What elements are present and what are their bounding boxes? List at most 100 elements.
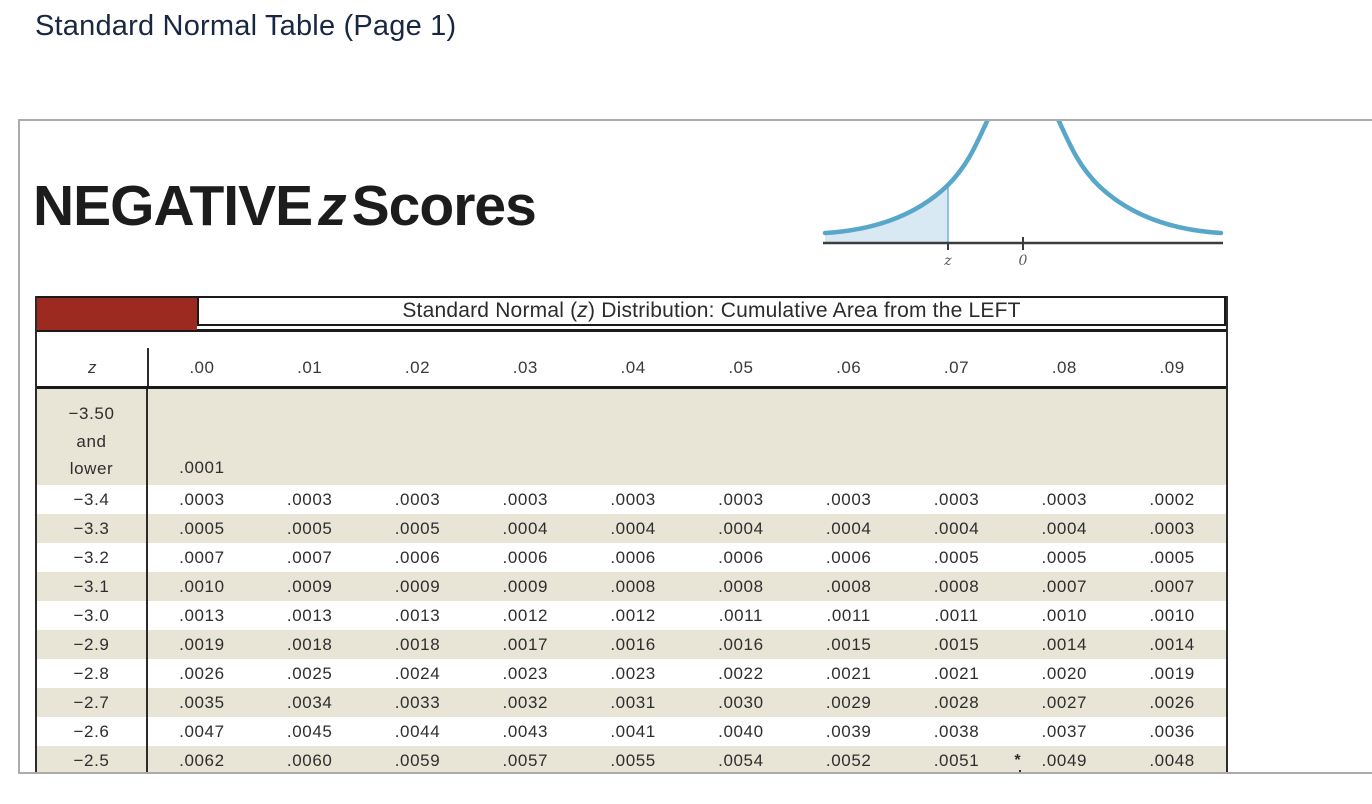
table-cell: .0004 xyxy=(933,518,980,538)
column-header-7: .07 xyxy=(943,358,970,377)
table-banner-row: Standard Normal (z) Distribution: Cumula… xyxy=(37,296,1226,331)
row-z-label: −2.6 xyxy=(37,717,148,746)
table-cell: .0008 xyxy=(718,576,764,596)
table-cell: .0003 xyxy=(718,489,764,509)
row-z-label: −2.9 xyxy=(37,630,148,659)
table-cell xyxy=(687,389,795,485)
table-row-−3.2: −3.2 .0007 .0007 .0006 .0006 .0006 .0006 .0006.… xyxy=(37,543,1226,572)
footnote-asterisk-tail xyxy=(1019,770,1022,772)
table-cell: .0052 xyxy=(825,750,872,770)
table-cell: .0011 xyxy=(934,605,979,625)
table-row-−2.7: −2.7 .0035 .0034 .0033 .0032 .0031 .0030 .0029.… xyxy=(37,688,1226,717)
row-z-label: −2.5 xyxy=(37,746,148,772)
table-cell: .0054 xyxy=(718,750,764,770)
table-cell xyxy=(1118,389,1226,485)
row-z-label: −2.7 xyxy=(37,688,148,717)
row-z-label: −3.2 xyxy=(37,543,148,572)
table-cell: .0012 xyxy=(610,605,656,625)
column-header-0: .00 xyxy=(189,358,215,377)
footnote-asterisk: * xyxy=(1014,751,1022,769)
table-cell: .0004 xyxy=(1041,518,1088,538)
column-header-9: .09 xyxy=(1159,358,1185,377)
table-cell: .0003 xyxy=(502,489,549,509)
table-cell: .0033 xyxy=(394,692,441,712)
table-cell: .0049 * xyxy=(1010,746,1118,772)
table-cell: .0032 xyxy=(502,692,549,712)
table-cell: .0025 xyxy=(286,663,333,683)
table-cell: .0007 xyxy=(1041,576,1088,596)
table-cell: .0009 xyxy=(286,576,333,596)
normal-curve-figure: z 0 xyxy=(822,121,1224,269)
row-z-label: −2.8 xyxy=(37,659,148,688)
table-cell: .0005 xyxy=(1041,547,1088,567)
table-cell: .0003 xyxy=(394,489,441,509)
table-row-−3.50: −3.50 and lower .0001 xyxy=(37,389,1226,485)
table-cell: .0045 xyxy=(286,721,333,741)
column-header-1: .01 xyxy=(297,358,323,377)
table-cell: .0041 xyxy=(610,721,656,741)
table-cell: .0001 xyxy=(179,458,225,477)
table-cell: .0013 xyxy=(179,605,225,625)
column-header-5: .05 xyxy=(728,358,754,377)
axis-label-z: z xyxy=(943,253,952,269)
table-cell: .0014 xyxy=(1149,634,1195,654)
table-cell: .0002 xyxy=(1149,489,1195,509)
table-cell: .0048 xyxy=(1149,750,1195,770)
column-header-8: .08 xyxy=(1051,358,1077,377)
table-cell: .0003 xyxy=(1041,489,1088,509)
table-row-−3.3: −3.3 .0005 .0005 .0005 .0004 .0004 .0004 .0004.… xyxy=(37,514,1226,543)
table-cell: .0013 xyxy=(394,605,441,625)
table-cell: .0038 xyxy=(933,721,980,741)
table-cell: .0040 xyxy=(718,721,764,741)
column-header-z: z xyxy=(37,332,149,386)
column-header-2: .02 xyxy=(404,358,431,377)
row-z-label: −3.1 xyxy=(37,572,148,601)
table-row-−2.6: −2.6 .0047 .0045 .0044 .0043 .0041 .0040 .0039.… xyxy=(37,717,1226,746)
table-cell: .0023 xyxy=(610,663,656,683)
table-cell: .0060 xyxy=(286,750,333,770)
table-cell: .0003 xyxy=(610,489,656,509)
table-cell: .0003 xyxy=(179,489,225,509)
table-cell: .0010 xyxy=(179,576,225,596)
table-cell: .0004 xyxy=(610,518,656,538)
table-cell: .0017 xyxy=(502,634,549,654)
table-cell: .0019 xyxy=(179,634,225,654)
table-cell: .0057 xyxy=(502,750,549,770)
table-cell: .0006 xyxy=(394,547,441,567)
table-cell xyxy=(471,389,579,485)
table-cell: .0008 xyxy=(610,576,656,596)
table-cell: .0005 xyxy=(394,518,441,538)
table-cell: .0003 xyxy=(825,489,872,509)
table-cell: .0006 xyxy=(610,547,656,567)
table-cell: .0005 xyxy=(1149,547,1195,567)
table-cell: .0021 xyxy=(825,663,872,683)
axis-label-zero: 0 xyxy=(1019,253,1028,269)
table-cell: .0008 xyxy=(933,576,980,596)
table-cell: .0007 xyxy=(179,547,225,567)
row-z-label: −3.0 xyxy=(37,601,148,630)
table-cell: .0024 xyxy=(394,663,441,683)
table-cell: .0011 xyxy=(718,605,764,625)
table-cell: .0004 xyxy=(502,518,549,538)
table-cell: .0026 xyxy=(179,663,225,683)
table-cell xyxy=(256,389,364,485)
table-cell: .0028 xyxy=(933,692,980,712)
column-header-3: .03 xyxy=(512,358,538,377)
table-cell xyxy=(903,389,1011,485)
table-row-−2.8: −2.8 .0026 .0025 .0024 .0023 .0023 .0022 .0021.… xyxy=(37,659,1226,688)
table-cell: .0039 xyxy=(825,721,872,741)
table-cell: .0062 xyxy=(179,750,225,770)
banner-text-post: ) Distribution: Cumulative Area from the… xyxy=(588,299,1021,322)
table-cell: .0013 xyxy=(286,605,333,625)
table-cell: .0012 xyxy=(502,605,549,625)
row-z-label: −3.50 and lower xyxy=(37,389,148,485)
table-cell: .0023 xyxy=(502,663,549,683)
table-cell: .0010 xyxy=(1149,605,1195,625)
thick-rule-bottom xyxy=(37,386,1226,389)
row-z-label: −3.4 xyxy=(37,485,148,514)
table-cell: .0055 xyxy=(610,750,656,770)
table-cell: .0008 xyxy=(825,576,872,596)
table-cell: .0029 xyxy=(825,692,872,712)
table-cell: .0010 xyxy=(1041,605,1088,625)
table-cell: .0005 xyxy=(286,518,333,538)
